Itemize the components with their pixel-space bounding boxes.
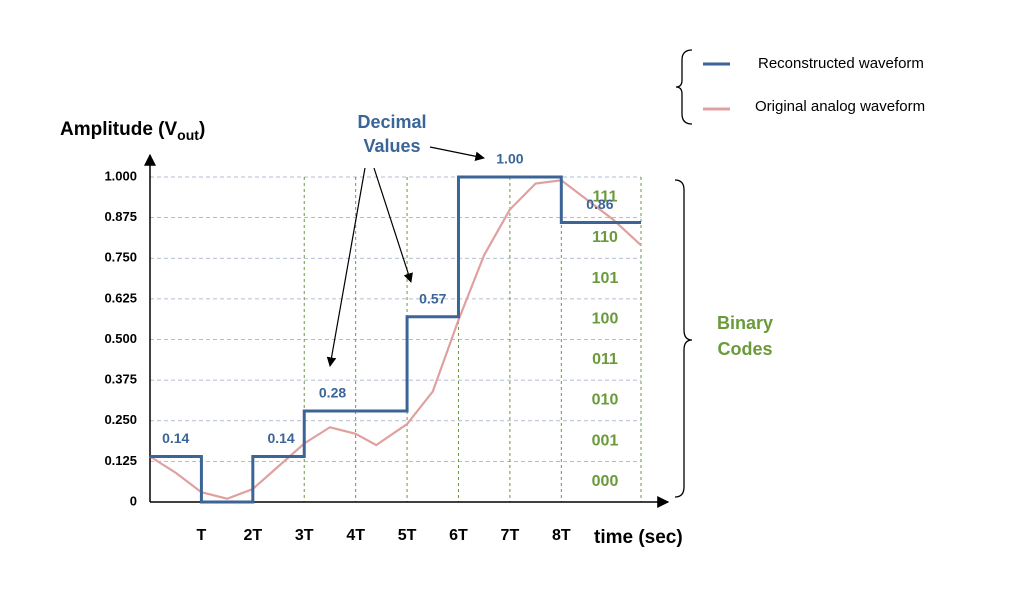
value-label: 0.14 bbox=[267, 430, 294, 446]
x-tick-label: 4T bbox=[346, 527, 365, 544]
value-label: 0.28 bbox=[319, 385, 346, 401]
binary-code: 101 bbox=[592, 270, 619, 287]
value-label: 1.00 bbox=[496, 151, 523, 167]
legend-label: Reconstructed waveform bbox=[758, 55, 924, 72]
x-tick-label: 5T bbox=[398, 527, 417, 544]
annotation-arrow bbox=[373, 167, 413, 283]
y-tick-label: 0.750 bbox=[104, 250, 137, 265]
binary-code: 011 bbox=[592, 351, 618, 368]
step-line bbox=[150, 175, 641, 504]
legend: Reconstructed waveform Original analog wa… bbox=[703, 55, 925, 115]
y-tick-label: 0.125 bbox=[104, 453, 137, 468]
y-tick-label: 0.625 bbox=[104, 290, 137, 305]
x-axis-title: time (sec) bbox=[594, 527, 683, 548]
y-tick-label: 1.000 bbox=[104, 168, 137, 183]
binary-code: 010 bbox=[592, 392, 619, 409]
x-tick-label: 8T bbox=[552, 527, 571, 544]
binary-code: 000 bbox=[592, 473, 619, 490]
binary-code: 110 bbox=[592, 229, 618, 246]
y-tick-label: 0 bbox=[130, 493, 137, 508]
x-tick-label: 6T bbox=[449, 527, 468, 544]
legend-label: Original analog waveform bbox=[755, 98, 925, 115]
annotation-arrow bbox=[429, 146, 485, 161]
annotation: Values bbox=[363, 136, 420, 156]
value-label: 0.57 bbox=[419, 290, 446, 306]
analog-line bbox=[149, 179, 642, 500]
binary-code: 100 bbox=[592, 310, 619, 327]
legend-brace bbox=[675, 49, 693, 125]
binary-code: 001 bbox=[592, 432, 619, 449]
grid bbox=[150, 176, 642, 502]
annotation: Binary bbox=[717, 313, 773, 333]
value-label: 0.14 bbox=[162, 430, 189, 446]
x-tick-label: T bbox=[197, 527, 207, 544]
y-tick-label: 0.250 bbox=[104, 412, 137, 427]
binary-code: 111 bbox=[593, 189, 618, 206]
y-tick-label: 0.500 bbox=[104, 331, 137, 346]
value-label: 0.86 bbox=[586, 196, 613, 212]
annotation: Codes bbox=[717, 339, 772, 359]
y-axis-title: Amplitude (Vout) bbox=[60, 119, 205, 143]
annotation-arrow bbox=[326, 167, 366, 367]
x-tick-label: 2T bbox=[243, 527, 262, 544]
x-tick-label: 7T bbox=[501, 527, 520, 544]
brace bbox=[674, 179, 693, 498]
annotation: Decimal bbox=[357, 112, 426, 132]
x-tick-label: 3T bbox=[295, 527, 314, 544]
y-tick-label: 0.875 bbox=[104, 209, 137, 224]
y-tick-label: 0.375 bbox=[104, 372, 137, 387]
